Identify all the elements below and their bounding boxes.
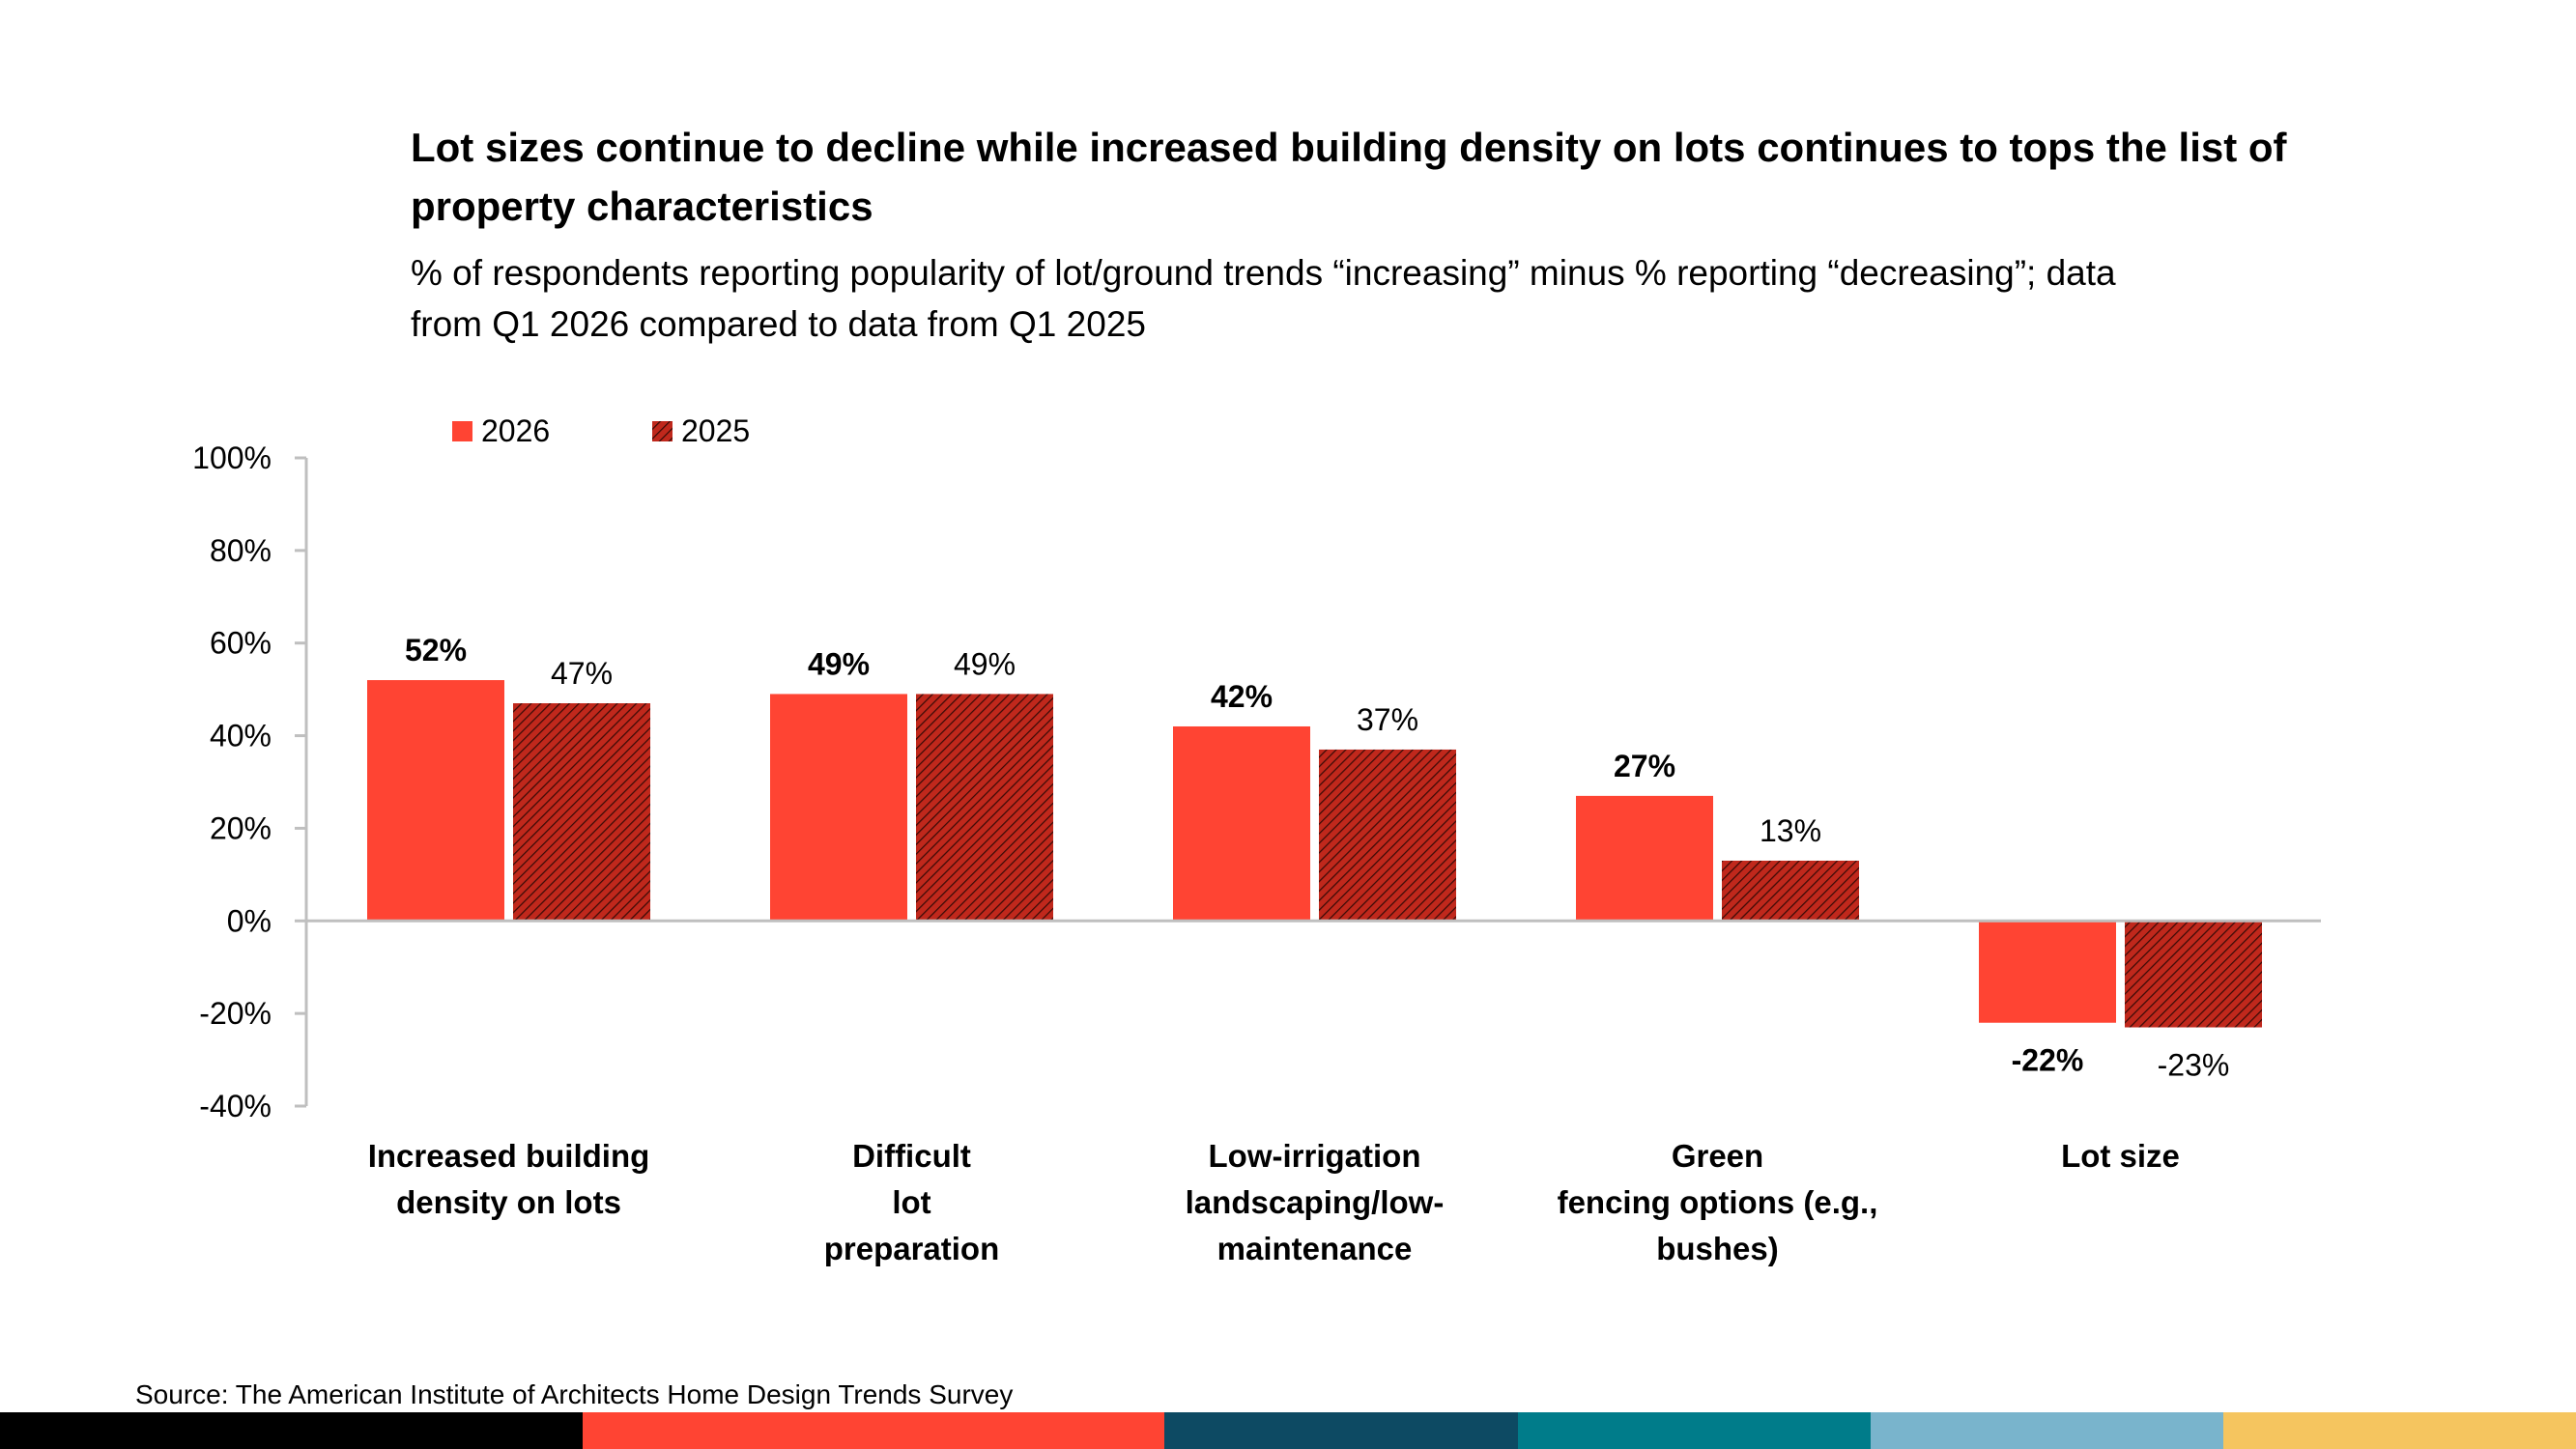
y-tick-label: -40% [199, 1089, 272, 1123]
footer-segment [583, 1412, 1164, 1449]
legend-swatch-2025 [652, 421, 673, 441]
category-label-line: Increased building [368, 1138, 650, 1174]
category-label-line: density on lots [396, 1184, 621, 1220]
data-label-2025: 37% [1357, 702, 1418, 737]
category-label-line: fencing options (e.g., [1558, 1184, 1878, 1220]
bar-2026 [367, 680, 504, 922]
data-label-2026: 27% [1614, 749, 1675, 783]
y-tick-label: 100% [192, 440, 272, 475]
y-tick-label: 0% [227, 903, 272, 938]
category-label-line: Difficult [852, 1138, 971, 1174]
category-label-line: Lot size [2061, 1138, 2180, 1174]
y-tick-label: 60% [210, 626, 272, 661]
y-tick-label: 20% [210, 810, 272, 845]
legend-swatch-2026 [452, 421, 472, 441]
category-label: Low-irrigation landscaping/low-maintenanc… [1186, 1138, 1445, 1266]
legend-label-2025: 2025 [681, 413, 750, 448]
y-tick-label: 80% [210, 533, 272, 568]
data-label-2025: 13% [1760, 813, 1821, 848]
category-label: Lot size [2061, 1138, 2180, 1174]
category-label: Difficult lot preparation [824, 1138, 1000, 1266]
chart-subtitle: % of respondents reporting popularity of… [411, 253, 2116, 344]
bar-2026 [1173, 725, 1310, 922]
data-label-2026: -22% [2012, 1043, 2084, 1078]
category-label-line: bushes) [1656, 1231, 1779, 1266]
legend-label-2026: 2026 [481, 413, 550, 448]
data-label-2026: 52% [405, 633, 467, 668]
category-label-line: landscaping/low- [1186, 1184, 1445, 1220]
footer-segment [1164, 1412, 1518, 1449]
data-label-2025: -23% [2158, 1048, 2230, 1083]
chart-title: Lot sizes continue to decline while incr… [411, 125, 2287, 229]
y-tick-label: 40% [210, 719, 272, 753]
bar-2025 [513, 703, 650, 922]
bar-2026 [1576, 795, 1713, 922]
bar-2025 [2125, 921, 2262, 1028]
bar-2026 [1979, 921, 2116, 1023]
footer-segment [1518, 1412, 1871, 1449]
footer-segment [1871, 1412, 2223, 1449]
data-label-2025: 47% [551, 656, 613, 691]
category-label: Green fencing options (e.g., bushes) [1558, 1138, 1878, 1266]
footer-color-bar [0, 1412, 2576, 1449]
data-label-2026: 49% [808, 646, 870, 681]
y-tick-label: -20% [199, 996, 272, 1031]
data-label-2026: 42% [1211, 679, 1273, 714]
bar-2025 [916, 694, 1053, 922]
data-label-2025: 49% [954, 646, 1016, 681]
category-label: Increased building density on lots [368, 1138, 650, 1220]
bar-2025 [1319, 749, 1456, 922]
footer-segment [2223, 1412, 2576, 1449]
source-note: Source: The American Institute of Archit… [135, 1379, 1014, 1409]
category-label-line: Low-irrigation [1209, 1138, 1421, 1174]
category-label-line: preparation [824, 1231, 1000, 1266]
footer-segment [0, 1412, 583, 1449]
category-label-line: lot [892, 1184, 930, 1220]
bar-2026 [770, 694, 907, 922]
category-label-line: Green [1672, 1138, 1763, 1174]
bar-2025 [1722, 860, 1859, 922]
category-label-line: maintenance [1217, 1231, 1413, 1266]
